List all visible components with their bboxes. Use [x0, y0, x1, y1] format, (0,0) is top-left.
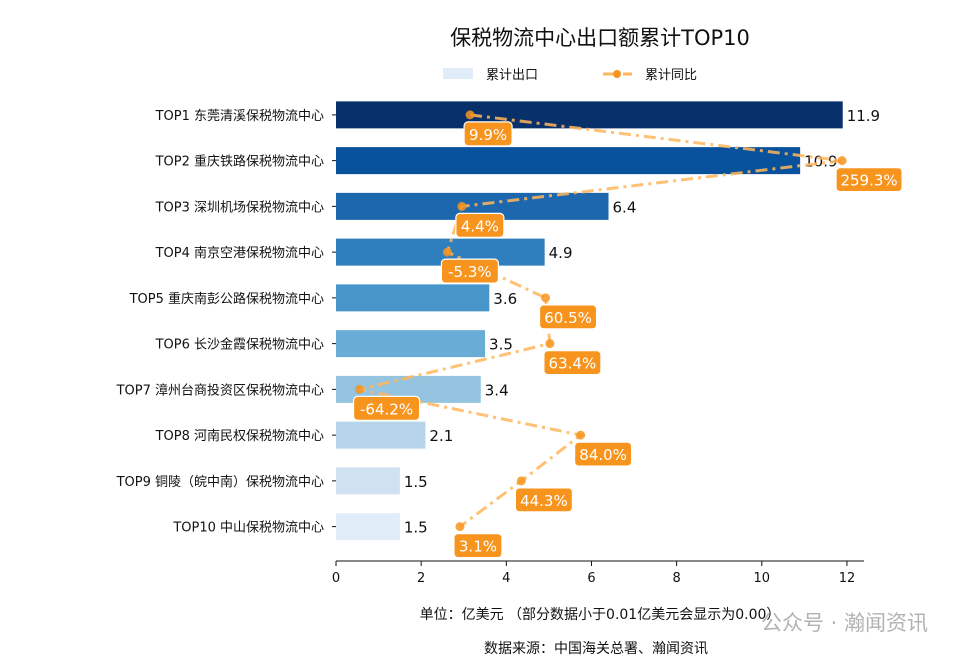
- x-tick-label: 12: [839, 571, 856, 586]
- x-tick-label: 2: [417, 571, 425, 586]
- yoy-value-label: 259.3%: [840, 172, 897, 190]
- yoy-marker: [541, 293, 551, 303]
- bar-value-label: 4.9: [549, 244, 573, 262]
- x-tick-label: 0: [332, 571, 340, 586]
- bar-value-label: 2.1: [429, 427, 453, 445]
- yoy-marker: [455, 522, 465, 532]
- chart-title: 保税物流中心出口额累计TOP10: [450, 26, 750, 50]
- bar: [336, 147, 801, 175]
- y-tick-label: TOP7 漳州台商投资区保税物流中心: [116, 382, 324, 398]
- y-tick-label: TOP6 长沙金霞保税物流中心: [155, 337, 324, 353]
- bar: [336, 330, 486, 358]
- yoy-label-box: [352, 395, 421, 421]
- y-tick-label: TOP5 重庆南彭公路保税物流中心: [129, 291, 324, 307]
- yoy-marker: [442, 247, 452, 257]
- yoy-marker: [545, 339, 555, 349]
- yoy-value-label: 4.4%: [461, 217, 499, 235]
- yoy-marker: [457, 201, 467, 211]
- yoy-label-box: [538, 304, 598, 330]
- y-tick-label: TOP3 深圳机场保税物流中心: [155, 200, 324, 215]
- yoy-value-label: 84.0%: [579, 446, 627, 464]
- legend-label-bar: 累计出口: [486, 68, 538, 83]
- bar: [336, 467, 400, 495]
- bar: [336, 238, 545, 266]
- yoy-marker: [355, 384, 365, 394]
- y-tick-label: TOP10 中山保税物流中心: [172, 521, 324, 536]
- yoy-value-label: 44.3%: [520, 492, 568, 510]
- yoy-label-box: [574, 441, 633, 467]
- bar-value-label: 1.5: [404, 519, 428, 537]
- yoy-value-label: 60.5%: [544, 309, 592, 327]
- y-tick-label: TOP4 南京空港保税物流中心: [155, 245, 324, 261]
- yoy-label-box: [455, 212, 505, 238]
- bar-value-label: 6.4: [613, 198, 637, 216]
- legend-marker: [613, 70, 621, 78]
- watermark: 公众号 · 瀚闻资讯: [761, 611, 928, 635]
- y-tick-label: TOP8 河南民权保税物流中心: [155, 428, 324, 444]
- legend: 累计出口 累计同比: [443, 68, 697, 83]
- bar: [336, 101, 843, 129]
- x-tick-label: 8: [673, 571, 681, 586]
- yoy-label-box: [514, 487, 573, 513]
- yoy-marker: [837, 156, 847, 166]
- y-tick-label: TOP2 重庆铁路保税物流中心: [155, 154, 324, 170]
- x-tick-label: 4: [502, 571, 510, 586]
- bar-value-label: 11.9: [847, 107, 880, 125]
- bar: [336, 284, 490, 312]
- yoy-value-label: 63.4%: [549, 355, 597, 373]
- bar: [336, 513, 400, 541]
- source-note: 数据来源：中国海关总署、瀚闻资讯: [484, 641, 708, 657]
- y-tick-label: TOP9 铜陵（皖中南）保税物流中心: [116, 474, 324, 490]
- yoy-value-label: 3.1%: [459, 538, 497, 556]
- bar-value-label: 3.6: [493, 290, 517, 308]
- legend-swatch-bar: [443, 68, 473, 79]
- x-tick-label: 10: [754, 571, 771, 586]
- yoy-value-label: -64.2%: [360, 400, 413, 418]
- yoy-marker: [516, 476, 526, 486]
- yoy-value-label: 9.9%: [469, 126, 507, 144]
- bar: [336, 421, 426, 449]
- y-tick-label: TOP1 东莞清溪保税物流中心: [155, 109, 324, 124]
- bar-value-label: 3.5: [489, 336, 513, 354]
- yoy-label-box: [440, 258, 500, 284]
- yoy-marker: [576, 430, 586, 440]
- yoy-value-label: -5.3%: [448, 263, 492, 281]
- x-tick-label: 6: [587, 571, 595, 586]
- yoy-label-box: [543, 350, 602, 376]
- yoy-label-box: [453, 533, 503, 559]
- yoy-label-box: [463, 121, 513, 147]
- yoy-marker: [465, 110, 475, 120]
- bar-value-label: 3.4: [485, 381, 509, 399]
- yoy-label-box: [835, 167, 903, 193]
- legend-label-line: 累计同比: [645, 68, 697, 83]
- x-axis-label: 单位：亿美元 （部分数据小于0.01亿美元会显示为0.00）: [420, 607, 781, 623]
- bar-value-label: 1.5: [404, 473, 428, 491]
